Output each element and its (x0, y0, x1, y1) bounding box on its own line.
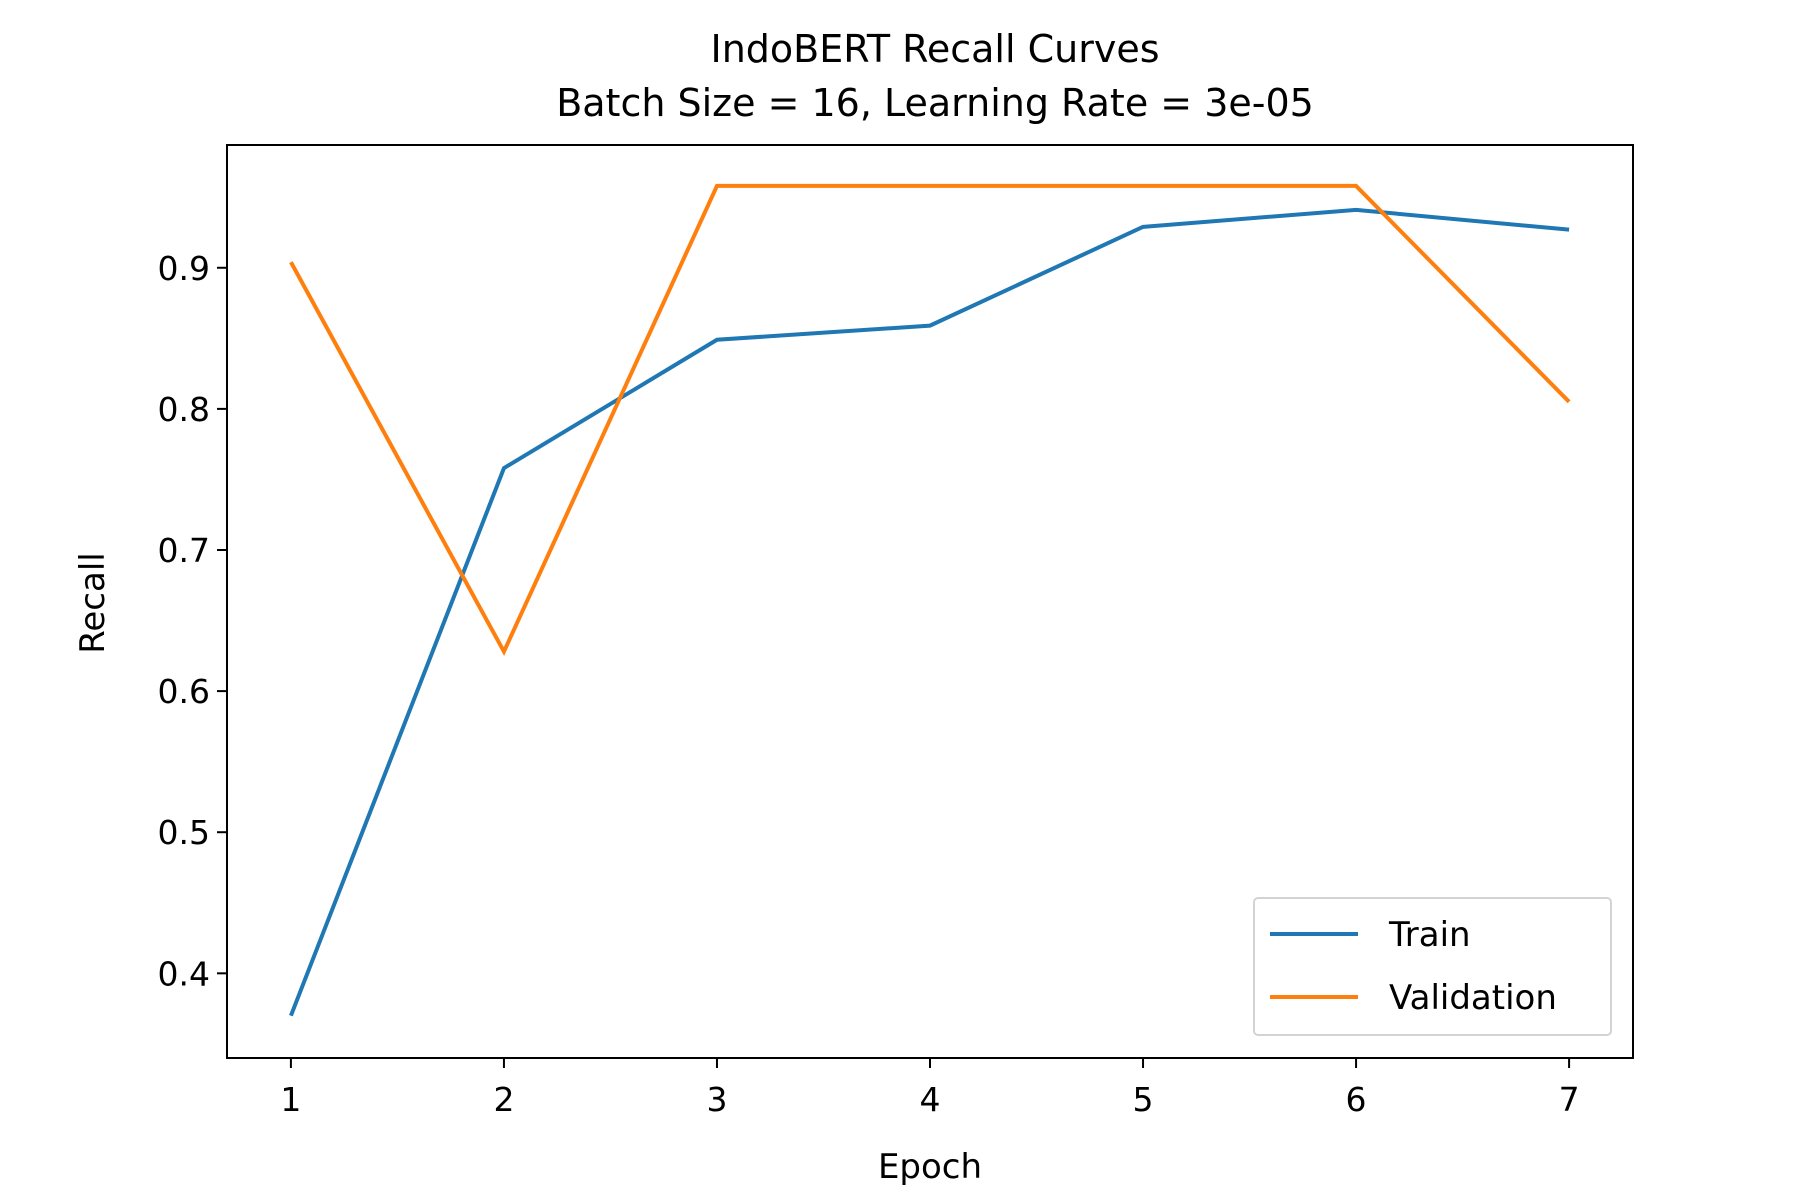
y-tick-label: 0.6 (158, 672, 210, 711)
chart-title: IndoBERT Recall Curves (710, 27, 1159, 71)
legend-train-label: Train (1388, 915, 1471, 955)
legend: Train Validation (1253, 897, 1612, 1036)
series-layer (289, 183, 1571, 1017)
x-tick-label: 3 (706, 1080, 727, 1119)
chart-subtitle: Batch Size = 16, Learning Rate = 3e-05 (556, 81, 1314, 125)
legend-validation-label: Validation (1389, 978, 1557, 1018)
y-axis-ticks: 0.4 0.5 0.6 0.7 0.8 0.9 (158, 249, 227, 993)
plot-frame (226, 144, 1634, 1059)
x-tick-label: 4 (920, 1080, 941, 1119)
x-tick-label: 1 (280, 1080, 301, 1119)
y-axis-label: Recall (73, 552, 113, 653)
validation-series-line (289, 183, 1571, 657)
y-tick-label: 0.5 (158, 813, 210, 852)
x-axis-ticks: 1 2 3 4 5 6 7 (280, 1058, 1580, 1119)
y-tick-label: 0.7 (158, 531, 210, 570)
x-axis-label: Epoch (878, 1147, 982, 1187)
y-tick-label: 0.4 (158, 954, 210, 993)
x-tick-label: 7 (1559, 1080, 1580, 1119)
train-series-line (289, 207, 1570, 1017)
y-tick-label: 0.8 (158, 390, 210, 429)
x-tick-label: 2 (493, 1080, 514, 1119)
x-tick-label: 5 (1133, 1080, 1154, 1119)
y-tick-label: 0.9 (158, 249, 210, 288)
x-tick-label: 6 (1346, 1080, 1367, 1119)
